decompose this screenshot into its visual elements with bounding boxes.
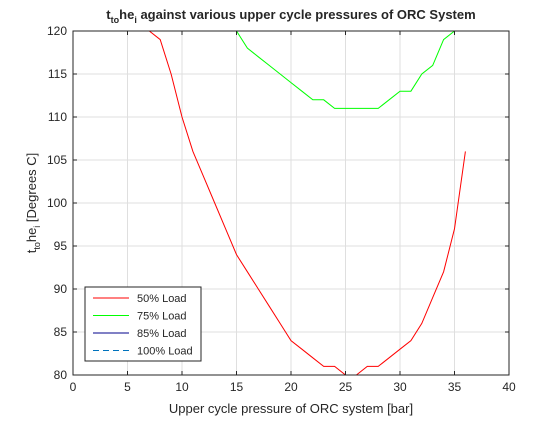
x-tick-label: 25: [339, 380, 353, 394]
x-axis-label: Upper cycle pressure of ORC system [bar]: [169, 401, 413, 416]
x-tick-label: 35: [448, 380, 462, 394]
y-tick-label: 80: [54, 368, 68, 382]
legend-label-50-load: 50% Load: [137, 293, 187, 305]
y-tick-label: 105: [47, 153, 67, 167]
y-tick-label: 110: [48, 110, 67, 124]
y-tick-label: 95: [54, 239, 68, 253]
chart-title: ttohei against various upper cycle press…: [106, 7, 475, 25]
legend-label-85-load: 85% Load: [137, 328, 187, 340]
series-line-75-load: [116, 30, 466, 109]
y-tick-label: 120: [47, 24, 67, 38]
y-tick-label: 100: [47, 196, 67, 210]
x-tick-label: 15: [230, 380, 244, 394]
x-tick-label: 10: [175, 380, 189, 394]
legend-items: 50% Load 75% Load 85% Load 100% Load: [93, 293, 193, 358]
x-tick-label: 0: [70, 380, 77, 394]
legend: 50% Load 75% Load 85% Load 100% Load: [84, 286, 202, 362]
tick-layer: 0 5 10 15 20 25 30 35 40 80 85 90 95 100 105 110 115 120: [47, 24, 516, 394]
legend-label-75-load: 75% Load: [137, 311, 187, 323]
x-tick-label: 40: [502, 380, 516, 394]
series-line-50-load: [116, 30, 466, 376]
legend-box: [84, 286, 202, 362]
y-tick-label: 90: [54, 282, 68, 296]
x-tick-label: 30: [393, 380, 407, 394]
y-tick-label: 85: [54, 325, 68, 339]
legend-label-100-load: 100% Load: [137, 346, 193, 358]
x-tick-label: 5: [124, 380, 131, 394]
x-tick-label: 20: [284, 380, 298, 394]
y-axis-label: ttohei [Degrees C]: [24, 153, 42, 254]
y-tick-label: 115: [48, 67, 67, 81]
